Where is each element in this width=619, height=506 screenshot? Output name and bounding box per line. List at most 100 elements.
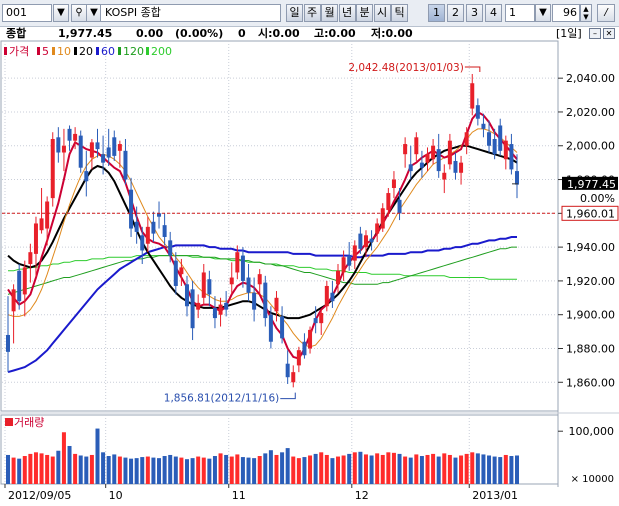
candle [369, 230, 374, 251]
chart-frame [0, 40, 559, 412]
candle [212, 296, 217, 329]
candle-body [240, 255, 245, 281]
period-button[interactable]: 월 [321, 4, 338, 22]
candle-body [168, 240, 173, 256]
chevron-down-icon[interactable]: ▼ [535, 4, 551, 22]
volume-y-tick-label: 100,000 [569, 425, 615, 438]
volume-bar [347, 453, 352, 484]
interval-input[interactable]: 1 [505, 4, 535, 22]
info-volume: 0 [238, 27, 246, 40]
layout-button[interactable]: 1 [428, 4, 445, 22]
candle-body [184, 284, 189, 307]
volume-bar [302, 457, 307, 484]
volume-bar [201, 457, 206, 484]
candle [386, 187, 391, 217]
candle [140, 226, 145, 265]
volume-bar [425, 454, 430, 484]
candle [375, 218, 380, 243]
candle-body [358, 233, 363, 249]
volume-bar [363, 454, 368, 484]
candle-body [112, 137, 117, 156]
info-bar: 종합 1,977.45 0.00 (0.00%) 0 시:0.00 고:0.00… [0, 27, 619, 41]
candle-body [475, 105, 480, 119]
candle-body [89, 142, 94, 158]
minimize-icon[interactable]: – [589, 28, 601, 39]
volume-bar [408, 457, 413, 484]
period-button[interactable]: 년 [338, 4, 356, 22]
code-input[interactable]: 001 [2, 4, 52, 22]
candle-body [6, 334, 10, 352]
candle-body [492, 138, 497, 155]
volume-bar [89, 454, 94, 484]
candle-body [459, 162, 464, 173]
candle [431, 138, 436, 165]
candle-body [330, 292, 335, 302]
period-button[interactable]: 시 [373, 4, 391, 22]
candle [61, 128, 66, 172]
volume-bar [151, 457, 156, 484]
volume-bar [391, 452, 396, 484]
candle [235, 245, 240, 280]
volume-bar [414, 454, 419, 484]
layout-button[interactable]: 3 [466, 4, 483, 22]
candle [22, 260, 27, 317]
volume-bar [39, 453, 44, 484]
legend-label: 200 [151, 45, 172, 58]
volume-bar [436, 456, 441, 484]
volume-bar [453, 457, 458, 484]
volume-bar [352, 452, 357, 484]
candle-body [481, 123, 486, 129]
volume-bar [196, 456, 201, 484]
period-button[interactable]: 분 [356, 4, 373, 22]
candle [291, 365, 296, 388]
volume-bar [308, 455, 313, 484]
candle-body [313, 318, 318, 324]
period-button[interactable]: 일 [286, 4, 303, 22]
period-button[interactable]: 틱 [391, 4, 408, 22]
layout-button[interactable]: 2 [447, 4, 464, 22]
candle-body [447, 140, 452, 165]
volume-bar [464, 453, 469, 484]
candle [112, 130, 117, 161]
candle [470, 73, 475, 116]
volume-bar [369, 455, 374, 484]
volume-bar [481, 454, 486, 484]
volume-bar [257, 456, 262, 484]
layout-button[interactable]: 4 [485, 4, 502, 22]
volume-bar [212, 456, 217, 484]
volume-bar [106, 456, 111, 484]
candle-body [425, 154, 430, 163]
volume-unit-label: × 10000 [571, 474, 614, 485]
candle [408, 145, 413, 180]
legend-swatch [52, 47, 55, 55]
volume-bar [95, 428, 100, 484]
volume-bar [503, 454, 508, 484]
candle [101, 135, 106, 175]
candle-body [61, 145, 66, 153]
candle [173, 252, 178, 295]
candle [280, 306, 285, 344]
candle [358, 226, 363, 254]
count-input[interactable]: 96 [552, 4, 580, 22]
candle [196, 294, 201, 319]
spinner-icon[interactable]: ▲ ▼ [580, 4, 592, 22]
candle-body [134, 221, 139, 232]
annotation-low-arrow [280, 392, 296, 400]
volume-bar [274, 454, 279, 484]
candle-body [101, 154, 106, 163]
volume-bar [224, 454, 229, 484]
candle [252, 277, 257, 322]
volume-bar [403, 456, 408, 484]
close-icon[interactable]: ✕ [603, 28, 615, 39]
draw-tool-icon[interactable]: / [597, 4, 615, 22]
candle [50, 132, 55, 207]
ma-60-line [7, 236, 517, 374]
candle-body [28, 252, 33, 265]
chevron-down-icon[interactable]: ▼ [53, 4, 69, 22]
candle [308, 326, 313, 354]
candle [492, 128, 497, 160]
volume-bar [470, 452, 475, 484]
volume-bar [431, 453, 436, 484]
period-button[interactable]: 주 [303, 4, 321, 22]
